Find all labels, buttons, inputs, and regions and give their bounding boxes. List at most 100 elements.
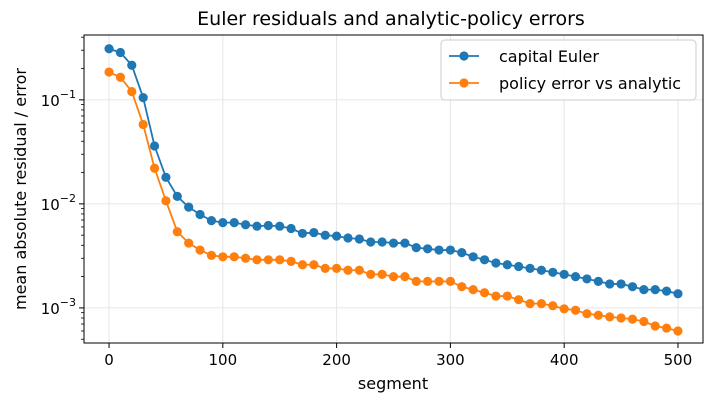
x-tick-label: 0 — [104, 351, 114, 369]
data-point — [252, 221, 262, 231]
data-point — [605, 312, 615, 322]
series-2 — [104, 67, 683, 336]
chart-title: Euler residuals and analytic-policy erro… — [197, 8, 585, 30]
data-point — [605, 279, 615, 289]
data-point — [514, 261, 524, 272]
data-point — [457, 248, 467, 258]
data-point — [218, 252, 228, 262]
data-point — [570, 305, 581, 315]
data-point — [388, 271, 399, 282]
data-point — [479, 288, 490, 298]
legend-box — [440, 39, 697, 101]
legend-marker — [459, 78, 469, 88]
data-point — [468, 252, 478, 262]
data-point — [138, 119, 148, 130]
data-point — [639, 284, 649, 295]
data-point — [366, 269, 376, 279]
data-point — [639, 316, 649, 327]
data-point — [275, 255, 285, 265]
data-point — [536, 265, 547, 275]
x-axis-label: segment — [358, 374, 428, 393]
x-tick-label: 300 — [436, 351, 465, 369]
data-point — [354, 265, 364, 275]
data-point — [411, 276, 421, 286]
data-point — [332, 231, 342, 241]
data-point — [400, 238, 410, 248]
data-point — [297, 228, 308, 239]
data-point — [195, 209, 205, 220]
data-point — [229, 218, 239, 228]
data-point — [377, 269, 387, 279]
data-point — [582, 309, 592, 319]
legend-label: policy error vs analytic — [499, 74, 681, 93]
data-point — [138, 93, 148, 103]
x-tick-label: 200 — [322, 351, 351, 369]
data-point — [673, 326, 683, 336]
data-point — [491, 291, 501, 301]
data-point — [559, 269, 569, 279]
data-point — [127, 60, 137, 70]
data-point — [332, 263, 342, 273]
data-point — [115, 72, 126, 82]
data-point — [263, 220, 273, 231]
data-point — [286, 223, 296, 234]
data-point — [445, 276, 455, 286]
data-point — [286, 256, 296, 266]
data-point — [149, 141, 160, 151]
data-point — [218, 218, 228, 228]
data-point — [650, 284, 660, 295]
data-point — [172, 191, 182, 201]
data-point — [570, 271, 581, 282]
data-point — [161, 172, 171, 182]
data-point — [673, 289, 683, 299]
data-point — [366, 237, 376, 247]
data-point — [593, 276, 603, 286]
data-point — [525, 263, 535, 273]
data-point — [627, 314, 638, 324]
x-tick-label: 500 — [664, 351, 693, 369]
data-point — [184, 202, 194, 212]
data-point — [206, 250, 217, 260]
data-point — [661, 286, 672, 296]
data-point — [309, 260, 319, 270]
data-point — [127, 87, 137, 97]
data-point — [502, 291, 512, 301]
y-tick-label: 10−3 — [41, 296, 76, 318]
data-point — [536, 299, 547, 309]
y-tick-exponent: −1 — [60, 88, 76, 101]
data-point — [297, 260, 308, 270]
data-point — [548, 301, 558, 311]
y-axis-label: mean absolute residual / error — [11, 68, 30, 310]
data-point — [149, 163, 160, 173]
data-point — [263, 255, 273, 265]
data-point — [627, 282, 638, 292]
data-point — [104, 44, 114, 54]
data-point — [377, 237, 387, 247]
data-point — [161, 196, 171, 206]
x-tick-label: 100 — [208, 351, 237, 369]
data-point — [309, 227, 319, 238]
data-point — [275, 221, 285, 231]
data-point — [582, 274, 592, 284]
data-point — [400, 271, 410, 282]
data-point — [616, 279, 626, 289]
data-point — [661, 323, 672, 333]
data-point — [434, 276, 444, 286]
y-tick-base: 10 — [41, 300, 60, 318]
y-tick-exponent: −2 — [60, 192, 76, 205]
y-tick-base: 10 — [41, 92, 60, 110]
data-point — [240, 253, 251, 263]
y-tick-label: 10−2 — [41, 192, 76, 214]
legend-marker — [459, 51, 469, 61]
series-1 — [104, 44, 683, 299]
data-point — [491, 258, 501, 268]
data-point — [195, 245, 205, 255]
data-point — [423, 244, 433, 254]
data-point — [184, 238, 194, 248]
data-point — [206, 216, 217, 226]
data-point — [240, 220, 251, 230]
data-point — [172, 227, 182, 237]
data-point — [457, 282, 467, 292]
data-point — [525, 299, 535, 309]
